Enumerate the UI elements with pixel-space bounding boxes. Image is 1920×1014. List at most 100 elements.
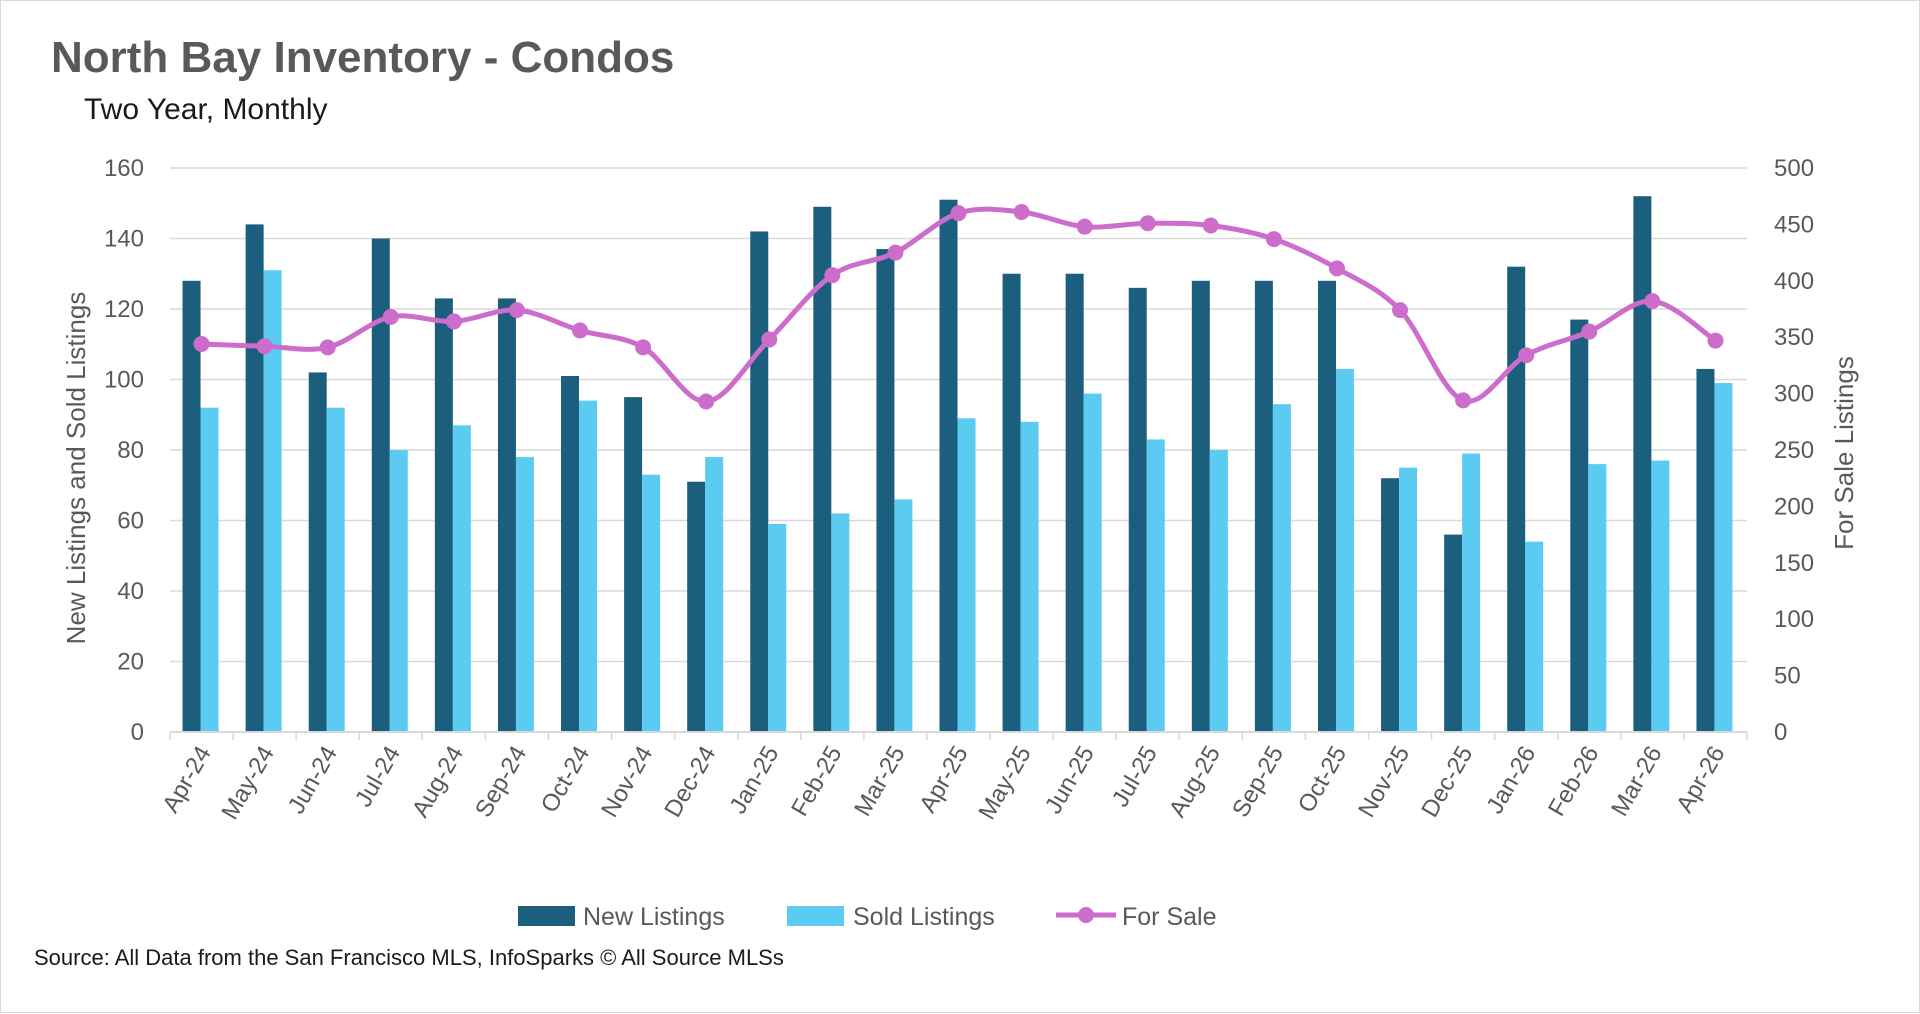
legend-label-for-sale: For Sale (1122, 903, 1216, 931)
legend: New Listings Sold Listings For Sale (518, 903, 1216, 931)
y-tick-label: 0 (131, 719, 144, 746)
bar-new-listings-sep-24 (497, 298, 516, 732)
x-tick-label: Jul-25 (1107, 742, 1163, 812)
y2-tick-label: 200 (1774, 493, 1814, 520)
y2-tick-label: 300 (1774, 381, 1814, 408)
source-note: Source: All Data from the San Francisco … (34, 945, 784, 970)
point-for-sale-mar-26 (1644, 293, 1661, 310)
point-for-sale-apr-25 (950, 205, 967, 222)
point-for-sale-apr-26 (1707, 332, 1724, 349)
point-for-sale-sep-25 (1265, 231, 1282, 248)
point-for-sale-feb-26 (1581, 323, 1598, 340)
bar-sold-listings-aug-25 (1209, 450, 1228, 732)
chart-subtitle: Two Year, Monthly (84, 93, 328, 126)
point-for-sale-nov-24 (635, 339, 652, 356)
point-for-sale-apr-24 (193, 335, 210, 352)
bar-sold-listings-may-24 (263, 270, 282, 732)
y-axis-left: 0 20 40 60 80 100 120 140 160 (104, 155, 144, 746)
x-tick-label: Jun-24 (283, 742, 343, 819)
x-tick-label: Aug-25 (1164, 742, 1226, 823)
bar-sold-listings-oct-24 (579, 400, 598, 732)
point-for-sale-may-24 (256, 338, 273, 355)
y-tick-label: 100 (104, 367, 144, 394)
x-tick-label: Dec-25 (1416, 742, 1478, 823)
bar-new-listings-apr-26 (1696, 368, 1715, 732)
bar-new-listings-jun-25 (1065, 273, 1084, 732)
x-tick-label: May-24 (216, 742, 279, 825)
bar-new-listings-jun-24 (308, 372, 327, 732)
point-for-sale-aug-25 (1202, 217, 1219, 234)
point-for-sale-dec-24 (698, 393, 715, 410)
x-tick-label: Oct-24 (536, 742, 595, 818)
y-tick-label: 80 (117, 437, 144, 464)
x-tick-label: Apr-25 (914, 742, 973, 818)
y-axis-title: New Listings and Sold Listings (61, 292, 91, 645)
legend-swatch-new-listings (518, 906, 575, 926)
bar-sold-listings-feb-25 (831, 513, 850, 732)
y-tick-label: 160 (104, 155, 144, 182)
bar-new-listings-nov-24 (624, 397, 643, 732)
bar-sold-listings-nov-24 (642, 474, 661, 732)
legend-label-new-listings: New Listings (583, 903, 725, 931)
bar-new-listings-jul-25 (1128, 287, 1147, 732)
bar-sold-listings-nov-25 (1399, 467, 1418, 732)
bar-new-listings-oct-24 (561, 375, 580, 732)
x-tick-label: Apr-26 (1671, 742, 1730, 818)
point-for-sale-feb-25 (824, 267, 841, 284)
x-tick-label: May-25 (973, 742, 1036, 825)
y2-tick-label: 100 (1774, 606, 1814, 633)
x-tick-label: Sep-25 (1227, 742, 1289, 823)
bar-sold-listings-jul-24 (389, 450, 408, 732)
bar-sold-listings-may-25 (1020, 421, 1039, 732)
x-tick-label: Jun-25 (1040, 742, 1100, 819)
y-tick-label: 120 (104, 296, 144, 323)
point-for-sale-mar-25 (887, 244, 904, 261)
bar-new-listings-nov-25 (1381, 478, 1400, 732)
bar-sold-listings-aug-24 (452, 425, 471, 732)
line-series (193, 203, 1724, 410)
x-tick-label: Apr-24 (157, 742, 216, 818)
bar-sold-listings-jul-25 (1146, 439, 1165, 732)
point-for-sale-jan-26 (1518, 347, 1535, 364)
y2-tick-label: 150 (1774, 550, 1814, 577)
bar-new-listings-jan-26 (1507, 266, 1526, 732)
bar-new-listings-apr-24 (182, 280, 201, 732)
y-tick-label: 40 (117, 578, 144, 605)
legend-marker-for-sale (1078, 907, 1094, 923)
bar-sold-listings-mar-25 (894, 499, 913, 732)
x-tick-label: Mar-25 (849, 742, 910, 821)
bar-sold-listings-apr-24 (200, 407, 219, 732)
bar-sold-listings-jun-24 (326, 407, 345, 732)
x-tick-label: Mar-26 (1606, 742, 1667, 821)
bar-new-listings-apr-25 (939, 199, 958, 733)
bar-new-listings-may-25 (1002, 273, 1021, 732)
bar-new-listings-jul-24 (371, 238, 390, 732)
point-for-sale-jun-25 (1076, 218, 1093, 235)
bar-sold-listings-mar-26 (1651, 460, 1670, 732)
x-tick-label: Nov-24 (596, 742, 658, 823)
bar-sold-listings-dec-25 (1462, 453, 1481, 732)
y2-tick-label: 50 (1774, 663, 1801, 690)
bar-sold-listings-jun-25 (1083, 393, 1102, 732)
y2-tick-label: 0 (1774, 719, 1787, 746)
point-for-sale-jan-25 (761, 331, 778, 348)
y2-tick-label: 350 (1774, 324, 1814, 351)
point-for-sale-jul-25 (1139, 215, 1156, 232)
x-tick-label: Jan-25 (724, 742, 784, 819)
x-tick-label: Dec-24 (659, 742, 721, 823)
bar-sold-listings-oct-25 (1335, 368, 1354, 732)
bar-new-listings-mar-26 (1633, 196, 1652, 732)
point-for-sale-may-25 (1013, 203, 1030, 220)
bar-sold-listings-sep-24 (515, 457, 534, 732)
x-tick-label: Aug-24 (407, 742, 469, 823)
x-tick-label: Feb-26 (1543, 742, 1604, 821)
point-for-sale-aug-24 (445, 313, 462, 330)
bar-sold-listings-apr-25 (957, 418, 976, 732)
bar-series (170, 196, 1747, 733)
legend-label-sold-listings: Sold Listings (853, 903, 995, 931)
bar-new-listings-feb-25 (813, 206, 832, 732)
point-for-sale-nov-25 (1392, 302, 1409, 319)
y-tick-label: 60 (117, 508, 144, 535)
bar-sold-listings-sep-25 (1272, 404, 1291, 732)
point-for-sale-oct-24 (572, 322, 589, 339)
